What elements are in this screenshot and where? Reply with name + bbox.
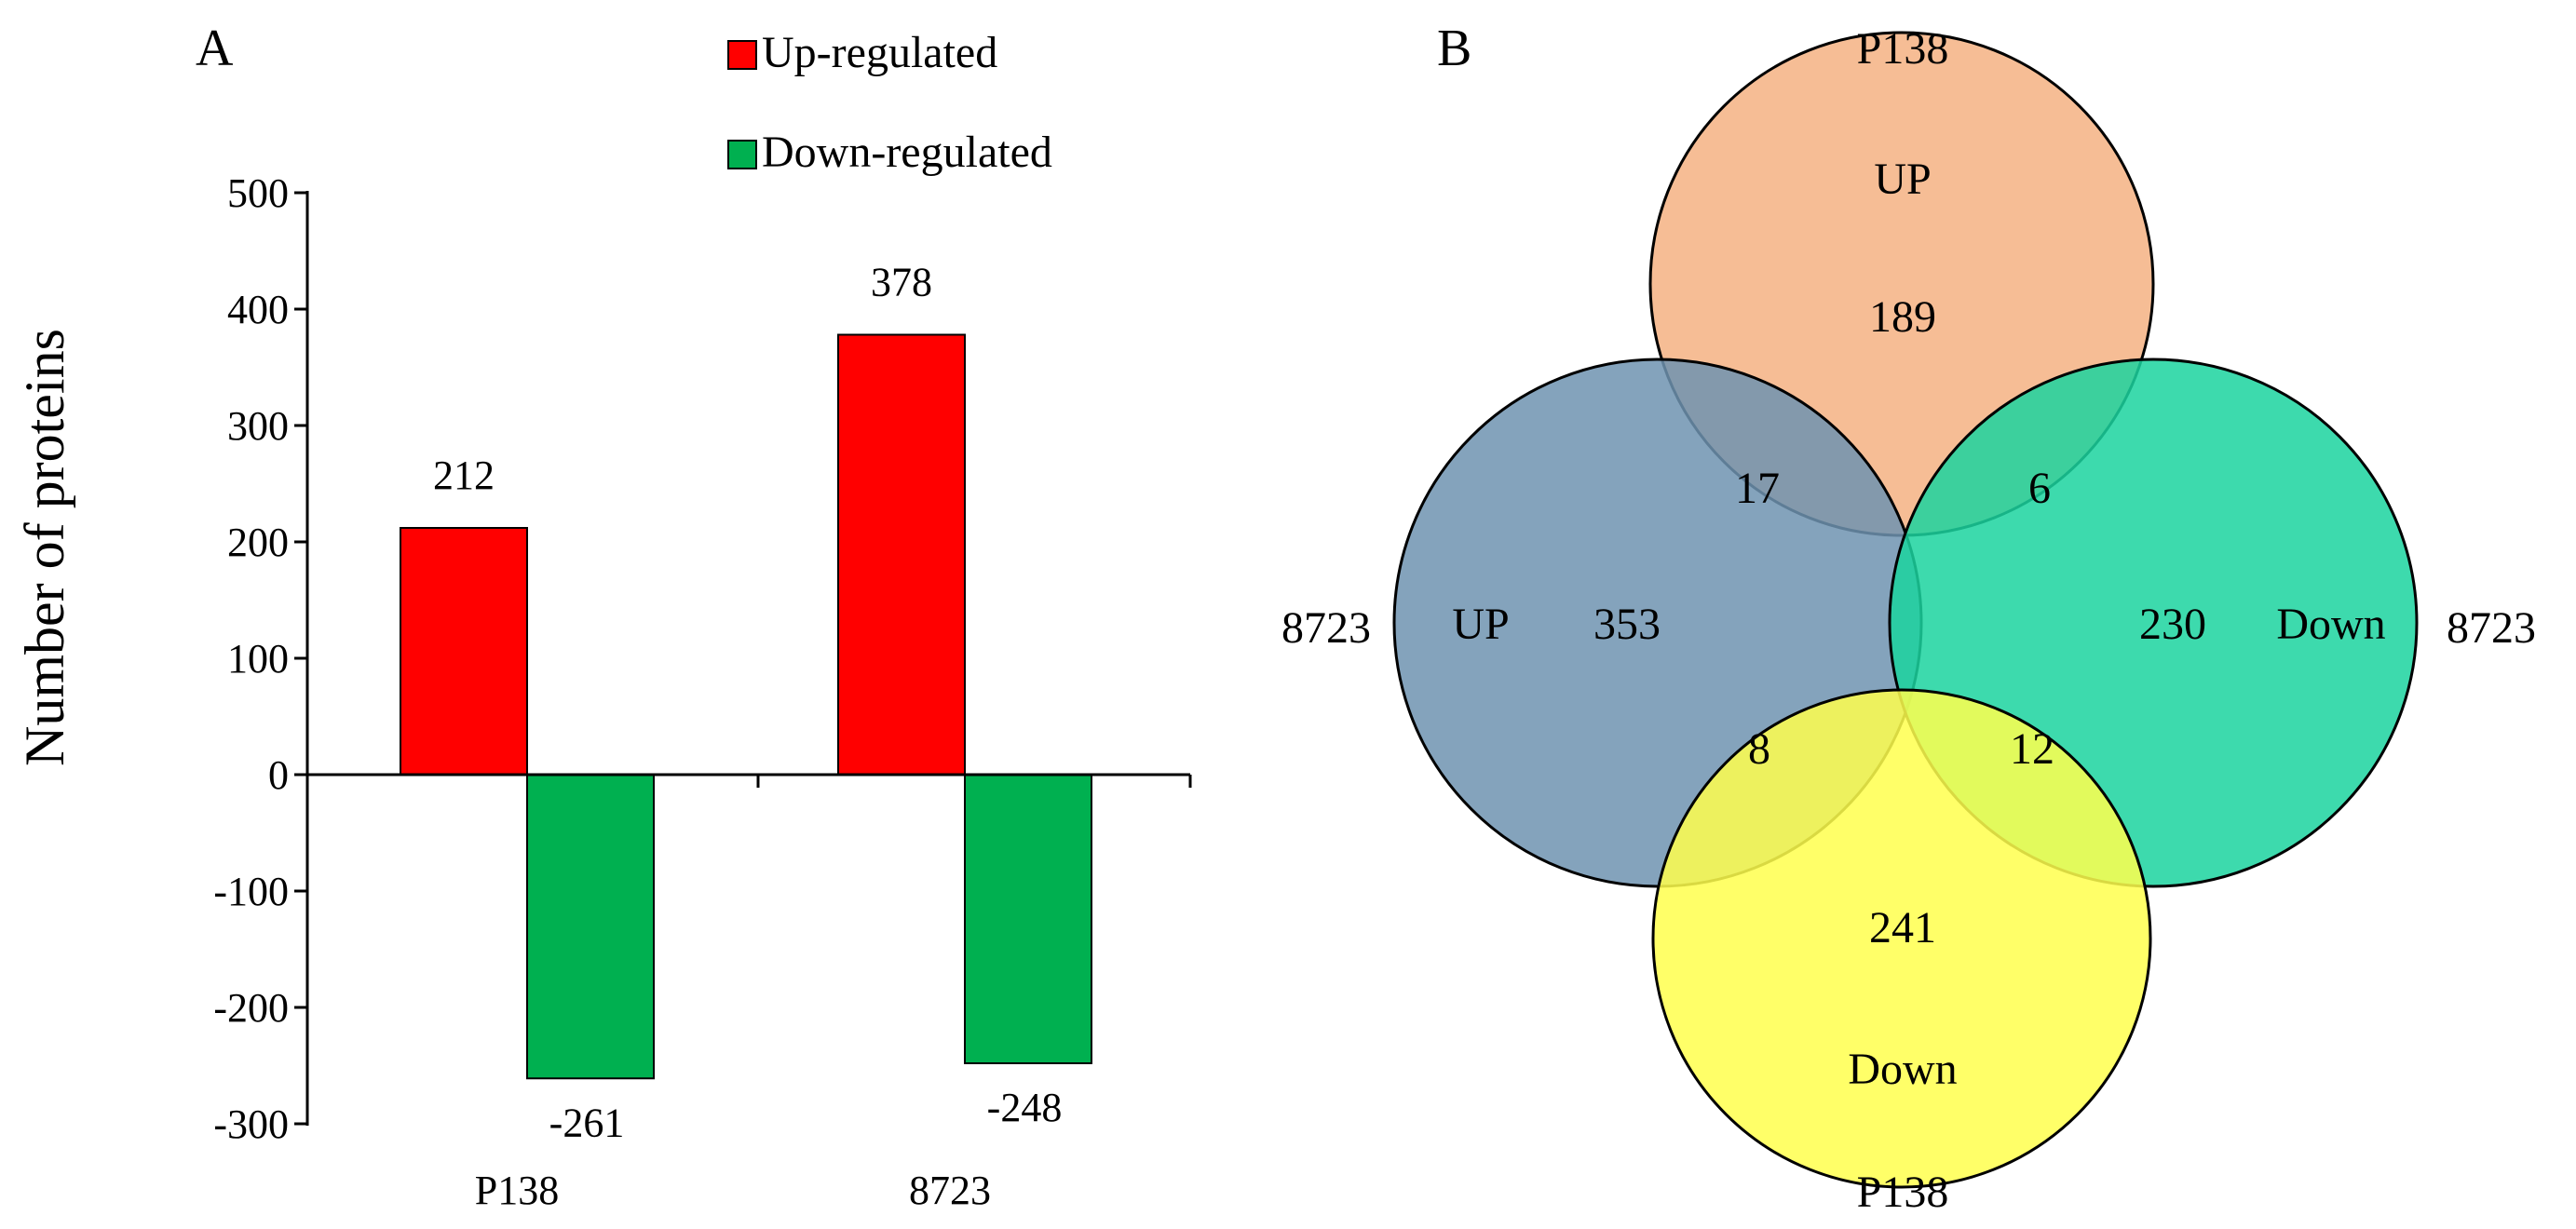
legend-label-down: Down-regulated (762, 128, 1052, 177)
venn-count-p138-down-only: 241 (1869, 903, 1936, 952)
venn-label-bottom-group: P138 (1857, 1168, 1949, 1217)
y-tick-label: -100 (213, 869, 289, 914)
y-tick-label: 200 (227, 520, 289, 565)
y-ticks: 500 400 300 200 100 0 -100 -200 -300 (213, 170, 307, 1147)
bar-value-label: -261 (549, 1100, 625, 1145)
bars (400, 333, 1092, 1080)
venn-count-8723-down-only: 230 (2139, 600, 2206, 649)
bar-value-labels: 212 -261 378 -248 (433, 260, 1062, 1146)
category-labels: P138 8723 (475, 1168, 991, 1213)
category-label: 8723 (909, 1168, 991, 1213)
y-tick-label: 400 (227, 287, 289, 332)
bar-down-8723 (964, 774, 1092, 1064)
venn-label-right-group: 8723 (2447, 603, 2536, 653)
y-tick-label: 300 (227, 403, 289, 449)
panel-a: A Up-regulated Down-regulated Number of … (14, 20, 1192, 1213)
y-axis-label: Number of proteins (14, 329, 75, 766)
bar-value-label: 212 (433, 452, 495, 498)
bar-value-label: 378 (871, 260, 932, 305)
y-tick-label: 500 (227, 170, 289, 216)
venn-count-p138up-8723up: 17 (1735, 464, 1780, 513)
legend-swatch-down (727, 140, 757, 169)
bar-down-P138 (526, 774, 655, 1080)
category-label: P138 (475, 1168, 559, 1213)
venn-count-p138down-8723down: 12 (2010, 724, 2054, 774)
venn-count-p138-up-only: 189 (1869, 292, 1936, 342)
venn-count-p138down-8723up: 8 (1748, 724, 1770, 774)
venn-dir-top: UP (1874, 155, 1931, 204)
y-tick-label: -300 (213, 1101, 289, 1147)
venn-label-top-group: P138 (1857, 24, 1949, 74)
panel-a-letter: A (196, 20, 234, 77)
bar-value-label: -248 (987, 1085, 1063, 1130)
venn-count-p138up-8723down: 6 (2028, 464, 2051, 513)
venn-dir-left: UP (1452, 600, 1509, 649)
venn-label-left-group: 8723 (1281, 603, 1371, 653)
y-tick-label: 100 (227, 636, 289, 682)
legend-label-up: Up-regulated (762, 28, 997, 77)
bar-up-8723 (837, 333, 966, 776)
venn-dir-right: Down (2276, 600, 2385, 649)
legend: Up-regulated Down-regulated (727, 28, 1052, 177)
venn-dir-bottom: Down (1848, 1045, 1957, 1094)
panel-b-letter: B (1437, 20, 1471, 77)
y-tick-label: 0 (268, 752, 289, 798)
venn-count-8723-up-only: 353 (1593, 600, 1661, 649)
bar-up-P138 (400, 527, 528, 776)
y-tick-label: -200 (213, 985, 289, 1031)
panel-b: B P138 8723 8723 P138 UP UP Down Down 18… (1281, 20, 2536, 1217)
venn-circle-p138-down (1651, 688, 2152, 1189)
legend-swatch-up (727, 40, 757, 70)
axes (305, 191, 1192, 1126)
